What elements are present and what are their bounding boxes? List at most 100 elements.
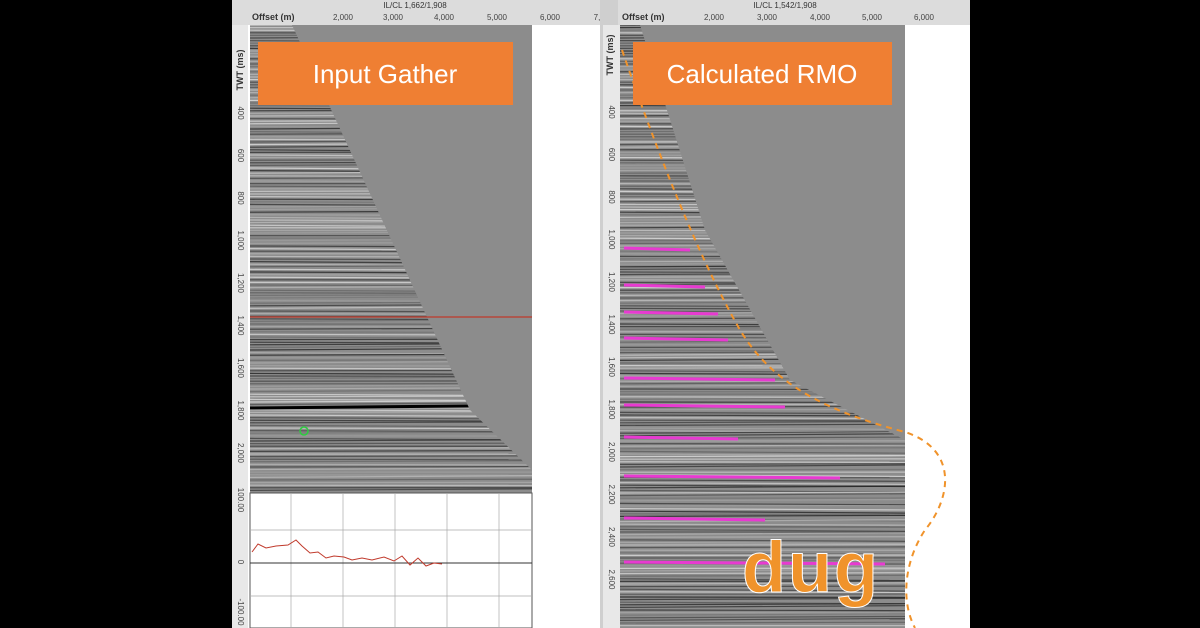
trace-event <box>620 450 905 454</box>
overlay-label: Calculated RMO <box>667 59 858 89</box>
x-tick-label: 4,000 <box>810 13 831 22</box>
y-tick-label: 600 <box>236 149 245 163</box>
y-tick-label: 2,200 <box>607 484 616 505</box>
trace-event <box>250 430 532 433</box>
label-box <box>258 42 513 105</box>
x-tick-label: 4,000 <box>434 13 455 22</box>
y-tick-label: 2,000 <box>236 443 245 464</box>
y-tick-label: 1,400 <box>236 315 245 336</box>
trace-event <box>620 423 905 426</box>
x-tick-label: 6,000 <box>914 13 935 22</box>
x-tick-label: 6,000 <box>540 13 561 22</box>
trace-event <box>250 460 532 463</box>
qc-tick-label: 100.00 <box>236 488 245 513</box>
trace-event <box>620 513 905 516</box>
trace-event <box>250 431 532 434</box>
y-tick-label: 2,600 <box>607 569 616 590</box>
trace-event <box>620 568 905 572</box>
qc-tick-label: -100.00 <box>236 598 245 626</box>
trace-event <box>620 514 905 518</box>
rmo-picks <box>623 246 886 566</box>
trace-event <box>620 510 905 514</box>
right-header-bar <box>618 0 970 25</box>
y-axis-label: TWT (ms) <box>605 35 615 76</box>
trace-event <box>620 523 905 526</box>
trace-event <box>250 455 532 458</box>
x-tick-label: 7, <box>594 13 601 22</box>
trace-event <box>620 528 905 532</box>
trace-event <box>620 427 905 431</box>
trace-event <box>620 414 905 417</box>
trace-event <box>250 427 532 430</box>
x-axis-label: Offset (m) <box>622 12 665 22</box>
qc-grid <box>250 493 532 628</box>
trace-event <box>620 574 905 577</box>
right-y-axis <box>603 25 620 628</box>
trace-event <box>250 474 532 476</box>
trace-event <box>620 447 905 450</box>
trace-event <box>250 449 532 452</box>
y-tick-label: 800 <box>607 190 616 204</box>
trace-event <box>620 420 905 424</box>
left-y-axis <box>232 25 248 628</box>
y-tick-label: 1,200 <box>607 272 616 293</box>
trace-event <box>620 433 905 437</box>
trace-event <box>620 552 905 555</box>
rmo-pick <box>623 336 729 342</box>
trace-event <box>620 455 905 458</box>
y-tick-label: 1,200 <box>236 273 245 294</box>
trace-event <box>620 615 905 619</box>
trace-event <box>620 597 905 601</box>
picker-marker <box>299 426 309 436</box>
rmo-pick <box>623 283 706 289</box>
trace-event <box>620 508 905 511</box>
header: IL/CL 1,662/1,908 <box>383 1 447 10</box>
trace-event <box>620 609 905 612</box>
trace-event <box>620 613 905 616</box>
y-tick-label: 1,400 <box>607 314 616 335</box>
right-margin <box>970 0 1200 628</box>
qc-plot <box>249 492 533 628</box>
rmo-pick <box>623 376 776 382</box>
trace-event <box>250 458 532 461</box>
trace-event <box>250 447 532 450</box>
y-tick-label: 1,800 <box>236 400 245 421</box>
trace-event <box>250 488 532 491</box>
trace-event <box>620 591 905 594</box>
x-tick-label: 2,000 <box>333 13 354 22</box>
rmo-pick <box>623 560 886 566</box>
trace-event <box>620 444 905 447</box>
label-box <box>633 42 892 105</box>
rmo-pick <box>623 403 786 409</box>
trace-event <box>620 502 905 506</box>
rmo-pick <box>623 474 841 480</box>
trace-event <box>250 467 532 471</box>
trace-event <box>620 605 905 609</box>
x-tick-label: 5,000 <box>862 13 883 22</box>
qc-curve <box>251 539 443 567</box>
trace-event <box>620 482 905 485</box>
logo: dug <box>742 528 880 608</box>
y-tick-label: 400 <box>236 106 245 120</box>
y-tick-label: 400 <box>607 105 616 119</box>
y-tick-label: 1,600 <box>607 357 616 378</box>
trace-event <box>620 621 905 624</box>
left-header-bar <box>232 0 600 25</box>
mute-curve <box>621 49 947 628</box>
overlay-label: Input Gather <box>313 59 458 89</box>
trace-event <box>620 430 905 434</box>
y-tick-label: 1,800 <box>607 399 616 420</box>
trace-event <box>250 478 532 481</box>
trace-event <box>620 572 905 575</box>
trace-event <box>620 453 905 456</box>
y-axis-label: TWT (ms) <box>235 50 245 91</box>
trace-event <box>620 485 905 489</box>
y-tick-label: 1,000 <box>607 229 616 250</box>
rmo-pick <box>623 516 766 522</box>
y-tick-label: 2,400 <box>607 527 616 548</box>
y-tick-label: 2,000 <box>607 442 616 463</box>
x-axis-label: Offset (m) <box>252 12 295 22</box>
y-tick-label: 800 <box>236 191 245 205</box>
qc-tick-label: 0 <box>236 560 245 565</box>
y-tick-label: 600 <box>607 148 616 162</box>
